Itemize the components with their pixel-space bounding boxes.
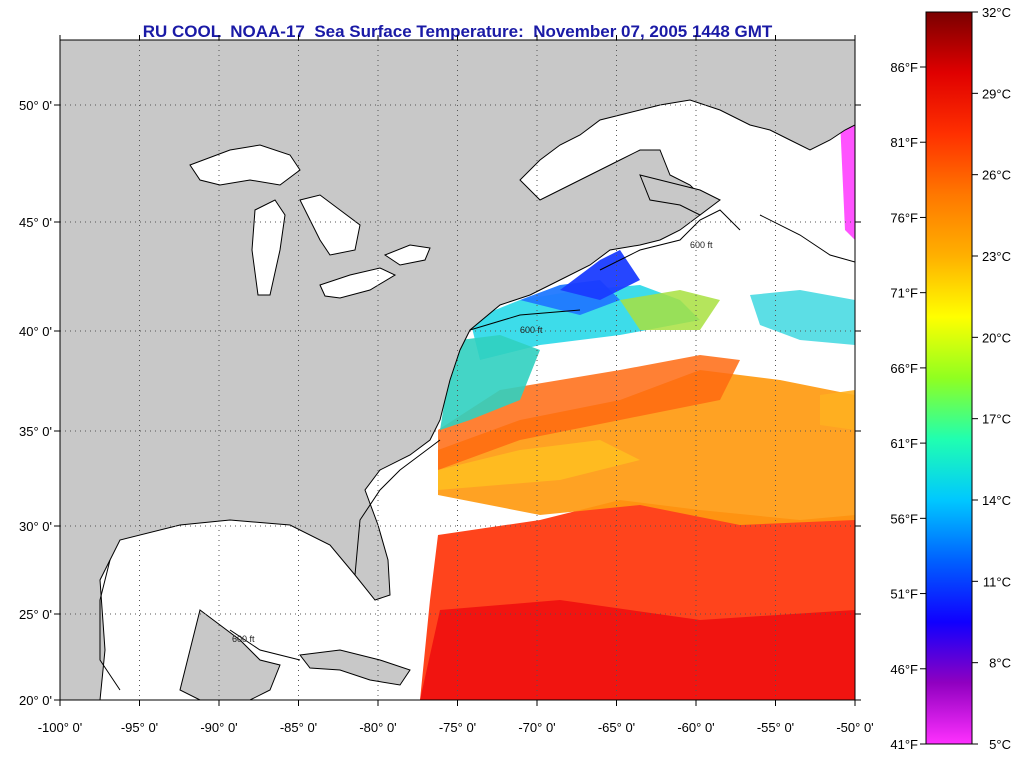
colorbar-celsius-label: 14°C (982, 493, 1011, 508)
longitude-label: -75° 0' (439, 720, 476, 735)
colorbar-fahrenheit-label: 51°F (890, 587, 918, 602)
map-title: RU COOL NOAA-17 Sea Surface Temperature:… (142, 22, 773, 41)
longitude-label: -70° 0' (518, 720, 555, 735)
contour-label: 600 ft (520, 325, 543, 335)
colorbar-fahrenheit-label: 81°F (890, 135, 918, 150)
latitude-label: 25° 0' (19, 607, 52, 622)
colorbar-celsius-label: 20°C (982, 330, 1011, 345)
great-lakes (189, 144, 431, 299)
latitude-label: 45° 0' (19, 215, 52, 230)
colorbar-fahrenheit-label: 66°F (890, 361, 918, 376)
sst-data-layer (420, 115, 855, 700)
colorbar (925, 11, 973, 745)
longitude-label: -95° 0' (121, 720, 158, 735)
longitude-label: -85° 0' (280, 720, 317, 735)
latitude-axis: 50° 0' 45° 0' 40° 0' 35° 0' 30° 0' 25° 0' 20° … (19, 98, 861, 708)
latitude-label: 35° 0' (19, 424, 52, 439)
depth-contour-600ft (99, 209, 855, 691)
graticule (60, 40, 855, 700)
latitude-label: 40° 0' (19, 324, 52, 339)
longitude-label: -80° 0' (359, 720, 396, 735)
colorbar-fahrenheit-label: 76°F (890, 210, 918, 225)
colorbar-celsius-label: 17°C (982, 412, 1011, 427)
colorbar-celsius-label: 29°C (982, 86, 1011, 101)
colorbar-fahrenheit-label: 86°F (890, 60, 918, 75)
colorbar-celsius-label: 23°C (982, 249, 1011, 264)
longitude-label: -50° 0' (836, 720, 873, 735)
colorbar-celsius-label: 5°C (989, 737, 1011, 752)
longitude-label: -65° 0' (598, 720, 635, 735)
longitude-label: -100° 0' (38, 720, 83, 735)
latitude-label: 20° 0' (19, 693, 52, 708)
colorbar-fahrenheit-label: 56°F (890, 511, 918, 526)
colorbar-fahrenheit-label: 61°F (890, 436, 918, 451)
colorbar-celsius-label: 8°C (989, 656, 1011, 671)
longitude-axis: -100° 0' -95° 0' -90° 0' -85° 0' -80° 0' -75°… (38, 35, 874, 735)
colorbar-labels: 32°C 29°C 26°C 23°C 20°C 17°C 14°C 11°C 8°C 5°C 86… (890, 5, 1011, 752)
colorbar-celsius-label: 26°C (982, 168, 1011, 183)
colorbar-fahrenheit-label: 41°F (890, 737, 918, 752)
contour-label: 600 ft (232, 634, 255, 644)
contour-label: 600 ft (690, 240, 713, 250)
latitude-label: 50° 0' (19, 98, 52, 113)
longitude-label: -55° 0' (757, 720, 794, 735)
land-layer (60, 40, 855, 700)
longitude-label: -60° 0' (677, 720, 714, 735)
latitude-label: 30° 0' (19, 519, 52, 534)
longitude-label: -90° 0' (200, 720, 237, 735)
colorbar-fahrenheit-label: 46°F (890, 662, 918, 677)
colorbar-fahrenheit-label: 71°F (890, 286, 918, 301)
colorbar-celsius-label: 11°C (983, 574, 1011, 589)
colorbar-celsius-label: 32°C (982, 5, 1011, 20)
